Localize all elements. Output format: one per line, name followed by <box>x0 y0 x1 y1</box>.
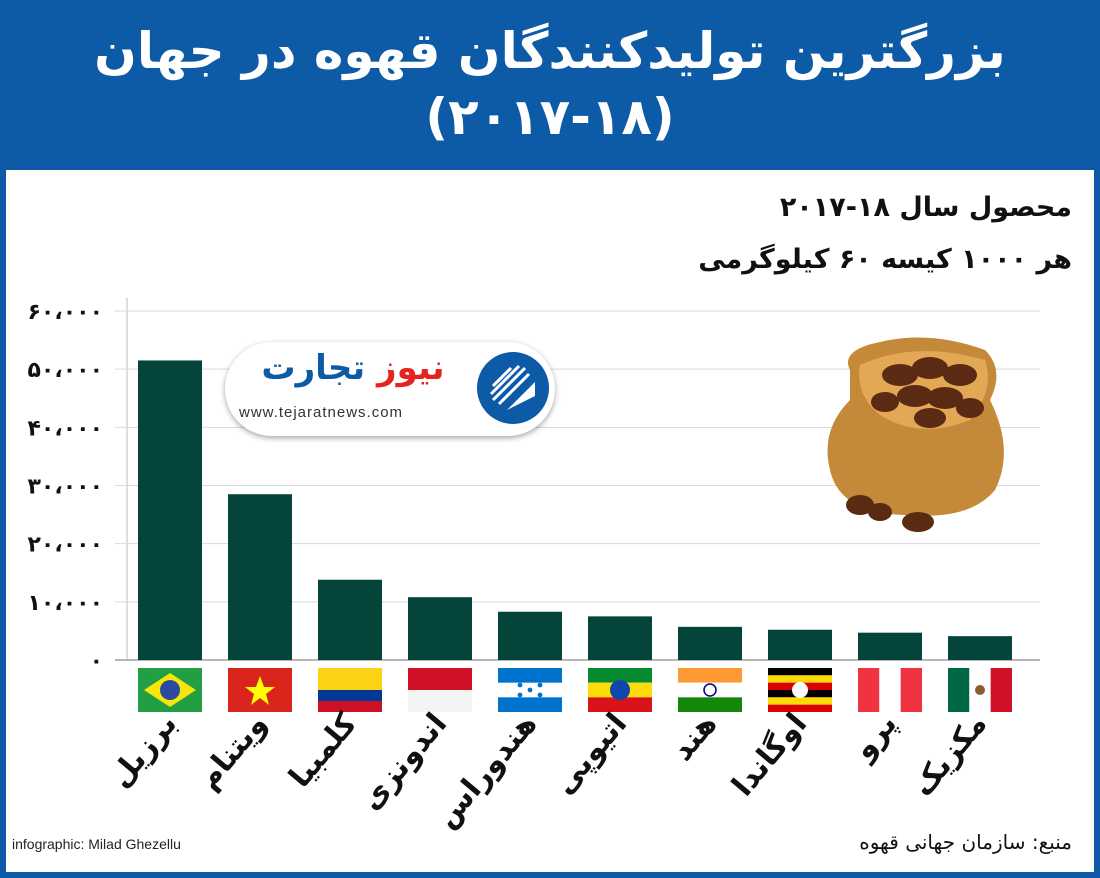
coffee-sack-icon <box>827 337 1004 532</box>
y-tick-label: ۰ <box>90 649 103 674</box>
logo-url: www.tejaratnews.com <box>239 404 404 421</box>
category-label: هند <box>665 707 724 768</box>
vietnam-flag-icon <box>228 668 292 712</box>
chart-subtitle: محصول سال ۱۸-۲۰۱۷ <box>779 192 1072 223</box>
logo-wordmark: نیوز تجارت <box>261 348 445 388</box>
bar-5 <box>498 611 562 660</box>
bar-1 <box>138 360 202 660</box>
category-label: کلمبیا <box>282 706 364 794</box>
y-tick-label: ۴۰،۰۰۰ <box>28 416 104 441</box>
category-label: اوگاندا <box>725 706 815 803</box>
bar-3 <box>318 579 382 660</box>
bar-4 <box>408 597 472 660</box>
y-tick-label: ۶۰،۰۰۰ <box>28 300 104 325</box>
honduras-flag-icon <box>498 668 562 712</box>
category-label: اتیوپی <box>547 707 634 802</box>
brazil-flag-icon <box>138 668 202 712</box>
y-tick-label: ۱۰،۰۰۰ <box>28 591 104 616</box>
indonesia-flag-icon <box>408 668 472 712</box>
bar-2 <box>228 494 292 660</box>
bar-10 <box>948 636 1012 660</box>
chart-unit-label: هر ۱۰۰۰ کیسه ۶۰ کیلوگرمی <box>698 244 1072 275</box>
colombia-flag-icon <box>318 668 382 712</box>
infographic-credit: infographic: Milad Ghezellu <box>12 836 181 852</box>
page-title-years: (۲۰۱۷-۱۸) <box>425 88 675 146</box>
y-tick-label: ۵۰،۰۰۰ <box>28 358 104 383</box>
ethiopia-flag-icon <box>588 668 652 712</box>
bar-7 <box>678 626 742 660</box>
logo-arrow-icon <box>477 352 549 424</box>
bar-6 <box>588 616 652 660</box>
page-title: بزرگترین تولیدکنندگان قهوه در جهان <box>94 22 1006 80</box>
bar-9 <box>858 632 922 660</box>
category-label: پرو <box>845 707 904 768</box>
bar-8 <box>768 629 832 660</box>
y-tick-label: ۲۰،۰۰۰ <box>28 533 104 558</box>
uganda-flag-icon <box>768 668 832 712</box>
header-banner: بزرگترین تولیدکنندگان قهوه در جهان (۲۰۱۷… <box>0 0 1100 170</box>
y-tick-label: ۳۰،۰۰۰ <box>28 475 104 500</box>
category-label: برزیل <box>103 707 185 795</box>
india-flag-icon <box>678 668 742 712</box>
source-note: منبع: سازمان جهانی قهوه <box>859 830 1072 854</box>
tejaratnews-logo: نیوز تجارت www.tejaratnews.com <box>225 342 555 436</box>
category-label: ویتنام <box>191 707 274 797</box>
mexico-flag-icon <box>948 668 1012 712</box>
peru-flag-icon <box>858 668 922 712</box>
category-label: مکزیک <box>905 707 994 804</box>
